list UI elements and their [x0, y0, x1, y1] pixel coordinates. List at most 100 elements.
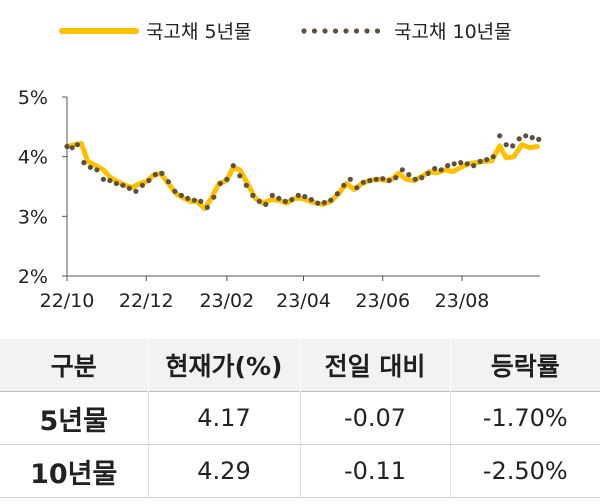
series-point-10y: [159, 170, 165, 176]
series-point-10y: [64, 143, 70, 150]
series-point-10y: [412, 176, 418, 182]
series-point-10y: [497, 133, 503, 139]
table-row: 10년물 4.29 -0.11 -2.50%: [0, 444, 600, 498]
series-point-10y: [198, 198, 204, 204]
series-point-10y: [445, 163, 451, 169]
series-point-10y: [458, 160, 464, 166]
header-day-change: 전일 대비: [299, 339, 450, 392]
series-point-10y: [529, 135, 535, 141]
series-point-10y: [393, 175, 399, 181]
cell-change-rate: -1.70%: [449, 391, 600, 445]
x-tick-label: 22/10: [40, 290, 95, 312]
series-point-10y: [425, 170, 431, 176]
x-tick-label: 23/08: [435, 290, 490, 312]
series-point-10y: [139, 182, 145, 188]
series-point-10y: [328, 197, 334, 203]
series-point-10y: [523, 133, 529, 139]
series-point-10y: [367, 177, 373, 184]
legend-dot: [353, 28, 360, 34]
table-row: 5년물 4.17 -0.07 -1.70%: [0, 391, 600, 445]
series-point-10y: [172, 188, 178, 194]
y-tick-label: 4%: [18, 147, 48, 169]
x-tick-label: 23/04: [276, 290, 331, 312]
series-point-10y: [237, 173, 243, 179]
y-ticks: 5% 4% 3% 2%: [18, 87, 67, 288]
x-tick-label: 23/02: [199, 290, 254, 312]
legend-dot: [364, 28, 370, 34]
cell-category: 10년물: [0, 444, 148, 498]
series-line-5y: [64, 141, 540, 212]
series-point-10y: [386, 177, 392, 184]
series-point-10y: [464, 161, 470, 167]
y-tick-label: 3%: [18, 206, 48, 228]
series-point-10y: [87, 164, 93, 170]
series-point-10y: [536, 136, 542, 142]
series-point-10y: [321, 200, 327, 206]
x-tick-label: 22/12: [119, 290, 174, 312]
series-point-10y: [74, 142, 80, 148]
header-change-rate: 등락률: [449, 339, 600, 392]
series-point-10y: [295, 192, 301, 198]
series-point-10y: [94, 167, 100, 173]
series-point-10y: [503, 142, 509, 148]
series-point-10y: [256, 198, 262, 204]
header-category: 구분: [0, 339, 148, 392]
series-point-10y: [282, 198, 288, 204]
series-point-10y: [490, 154, 496, 160]
series-point-10y: [152, 172, 158, 178]
series-point-10y: [451, 161, 457, 167]
x-tick-label: 23/06: [355, 290, 410, 312]
legend-label-5y: 국고채 5년물: [146, 21, 252, 43]
series-point-10y: [263, 201, 269, 207]
series-point-10y: [334, 191, 340, 197]
series-point-10y: [191, 197, 197, 203]
series-point-10y: [269, 192, 275, 198]
series-point-10y: [243, 182, 249, 188]
series-point-10y: [250, 192, 256, 198]
cell-current-price: 4.29: [147, 444, 300, 498]
legend-dot: [343, 28, 349, 34]
series-point-10y: [289, 197, 295, 203]
legend-dot: [301, 28, 307, 34]
series-point-10y: [399, 167, 405, 173]
series-point-10y: [100, 176, 106, 182]
series-point-10y: [107, 177, 113, 184]
series-point-10y: [113, 180, 119, 187]
series-point-10y: [354, 185, 360, 191]
series-point-10y: [217, 180, 223, 187]
x-ticks: 22/10 22/12 23/02 23/04 23/06 23/08: [40, 276, 490, 312]
legend-dot: [311, 28, 318, 34]
legend-dot: [374, 28, 381, 34]
series-point-10y: [373, 176, 379, 182]
series-point-10y: [211, 194, 217, 200]
series-point-10y: [419, 175, 425, 181]
y-tick-label: 5%: [18, 87, 48, 109]
bond-yield-chart: 국고채 5년물 국고채 10년물 5% 4% 3% 2% 22/10 22/12 23/0…: [18, 21, 542, 312]
series-point-10y: [347, 176, 353, 182]
series-layer: [64, 133, 542, 212]
series-point-10y: [438, 167, 444, 173]
series-point-10y: [81, 160, 87, 166]
cell-category: 5년물: [0, 391, 148, 445]
series-point-10y: [360, 179, 366, 185]
series-point-10y: [516, 136, 522, 142]
series-point-10y: [308, 197, 314, 203]
series-point-10y: [510, 143, 516, 149]
legend-swatch-10y: [301, 28, 381, 34]
series-point-10y: [406, 172, 412, 178]
series-point-10y: [165, 179, 171, 185]
series-point-10y: [471, 163, 477, 169]
series-point-10y: [380, 176, 386, 182]
series-point-10y: [315, 200, 321, 206]
legend-label-10y: 국고채 10년물: [394, 21, 512, 43]
legend-dot: [322, 28, 328, 34]
series-point-10y: [146, 177, 152, 184]
series-point-10y: [224, 176, 230, 182]
series-point-10y: [484, 157, 490, 163]
series-point-10y: [276, 195, 282, 201]
series-point-10y: [302, 194, 308, 200]
cell-day-change: -0.07: [299, 391, 450, 445]
series-point-10y: [341, 182, 347, 188]
series-point-10y: [432, 166, 438, 172]
series-point-10y: [230, 163, 236, 169]
